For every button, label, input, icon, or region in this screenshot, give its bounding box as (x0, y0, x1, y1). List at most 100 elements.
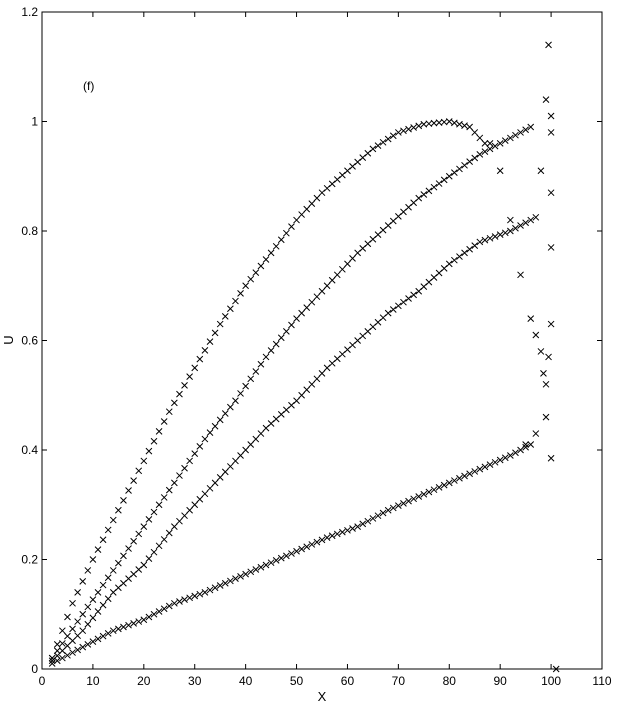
data-point (501, 229, 509, 237)
x-tick-label: 0 (39, 674, 46, 688)
data-point (298, 211, 305, 218)
x-tick-label: 50 (290, 674, 304, 688)
data-point (176, 472, 183, 479)
data-point (150, 610, 158, 618)
data-point (64, 632, 71, 640)
data-point (94, 635, 102, 643)
data-point (221, 468, 229, 476)
data-point (339, 528, 346, 536)
data-point (435, 484, 443, 491)
data-point (369, 145, 377, 153)
data-point (440, 176, 448, 184)
data-point (344, 167, 351, 175)
data-point (527, 441, 535, 448)
data-point (451, 119, 458, 127)
data-point (125, 621, 132, 629)
data-point (283, 229, 290, 237)
data-point (451, 477, 458, 484)
data-point (486, 461, 494, 468)
data-point (48, 654, 56, 662)
data-point (476, 238, 484, 246)
data-point (364, 517, 372, 525)
data-point (456, 474, 463, 482)
data-point (252, 269, 260, 276)
y-tick-label: 1 (31, 115, 38, 129)
data-point (252, 435, 260, 443)
data-point (476, 465, 484, 473)
data-point (262, 256, 270, 263)
data-point (140, 561, 148, 569)
data-point (542, 96, 550, 103)
data-point (425, 187, 433, 195)
y-tick-label: 0.6 (21, 334, 38, 348)
data-point (130, 620, 137, 627)
data-point (369, 515, 377, 522)
data-point (313, 293, 321, 301)
data-point (532, 430, 540, 437)
y-tick-label: 0.2 (21, 553, 38, 567)
data-point (395, 129, 402, 136)
x-tick-label: 60 (341, 674, 355, 688)
data-point (517, 222, 524, 229)
x-tick-label: 70 (392, 674, 406, 688)
data-point (532, 213, 540, 221)
data-point (84, 603, 92, 611)
data-point (405, 295, 412, 302)
data-point (313, 194, 321, 202)
data-point (410, 291, 417, 299)
data-point (99, 536, 107, 544)
data-point (216, 416, 224, 424)
data-point (512, 449, 519, 457)
data-point (99, 601, 107, 609)
data-point (191, 364, 199, 372)
data-point (379, 138, 387, 146)
plot-frame (41, 11, 603, 670)
x-tick-label: 90 (494, 674, 508, 688)
data-point (405, 125, 412, 133)
data-point (440, 481, 448, 489)
data-point (456, 165, 463, 173)
data-point (140, 523, 148, 531)
data-point (196, 355, 204, 363)
data-point (481, 148, 489, 155)
data-point (242, 282, 249, 290)
data-point (359, 154, 367, 161)
data-point (461, 249, 468, 257)
data-point (461, 472, 468, 480)
data-point (318, 369, 326, 377)
data-point (104, 595, 112, 603)
data-point (384, 506, 392, 514)
data-point (517, 271, 524, 279)
data-point (496, 167, 504, 175)
data-point (191, 501, 199, 509)
data-point (89, 638, 97, 645)
data-point (79, 627, 87, 635)
data-point (288, 550, 295, 557)
data-point (155, 428, 163, 435)
data-point (430, 183, 438, 191)
data-point (507, 134, 514, 142)
data-point (542, 413, 550, 421)
data-point (522, 219, 529, 227)
data-point (522, 126, 529, 134)
data-point (171, 479, 178, 487)
data-point (349, 163, 356, 170)
data-point (303, 386, 311, 394)
data-point (160, 418, 168, 425)
data-point (547, 320, 555, 328)
data-point (160, 536, 168, 543)
data-point (333, 271, 341, 279)
data-point (491, 458, 499, 466)
x-tick-label: 80 (443, 674, 457, 688)
data-point (74, 618, 81, 625)
data-point (410, 124, 417, 131)
data-point (537, 348, 545, 355)
data-point (257, 262, 265, 270)
data-point (267, 559, 275, 567)
data-point (354, 523, 361, 531)
data-point (308, 200, 316, 207)
x-tick-label: 40 (239, 674, 253, 688)
data-point (293, 315, 300, 322)
data-point (150, 508, 158, 516)
data-point (99, 632, 107, 640)
